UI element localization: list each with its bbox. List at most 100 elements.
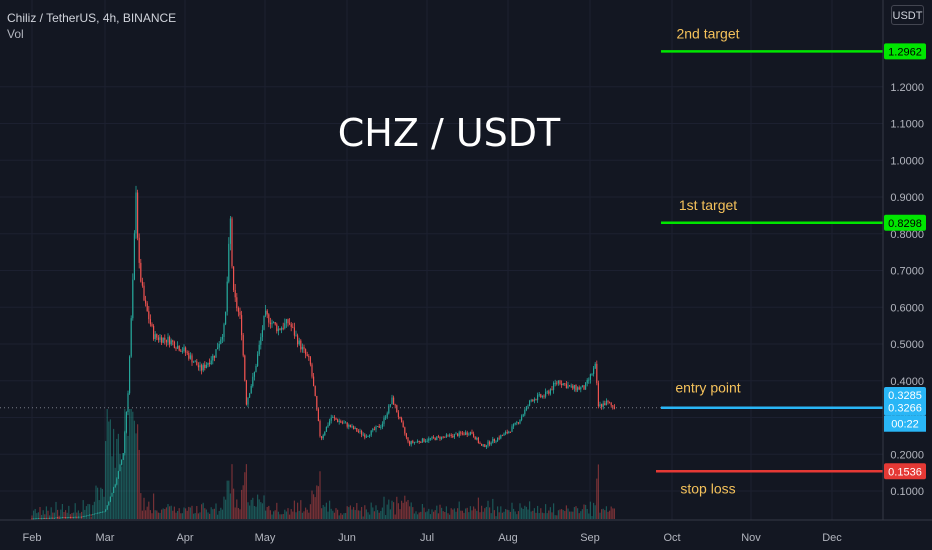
volume-bar xyxy=(551,512,553,519)
x-tick-label: Apr xyxy=(176,532,193,544)
candle-body xyxy=(380,426,382,428)
volume-bar xyxy=(287,508,289,519)
volume-bar xyxy=(305,507,307,519)
candle-body xyxy=(337,419,339,422)
candle-body xyxy=(410,441,412,445)
candle-body xyxy=(82,516,84,517)
volume-bar xyxy=(442,511,444,519)
volume-bar xyxy=(257,494,259,519)
volume-bar xyxy=(317,486,319,519)
level-label: 2nd target xyxy=(676,25,739,41)
volume-bar xyxy=(367,512,369,519)
candle-body xyxy=(181,351,183,352)
volume-bar xyxy=(63,512,65,519)
volume-bar xyxy=(596,478,598,519)
volume-bar xyxy=(129,409,131,519)
level-label: 1st target xyxy=(679,197,737,213)
volume-bar xyxy=(508,510,510,519)
currency-button[interactable]: USDT xyxy=(891,5,924,25)
candle-body xyxy=(372,428,374,431)
volume-bar xyxy=(245,464,247,519)
volume-bar xyxy=(594,505,596,519)
candle-body xyxy=(506,432,508,434)
candle-body xyxy=(114,484,116,488)
volume-bar xyxy=(564,511,566,519)
candle-body xyxy=(517,422,519,424)
candle-body xyxy=(124,432,126,454)
volume-bar xyxy=(122,453,124,519)
candle-body xyxy=(157,337,159,340)
volume-bar xyxy=(405,501,407,519)
candle-body xyxy=(125,411,127,433)
volume-bar xyxy=(383,496,385,519)
candle-body xyxy=(316,395,318,410)
volume-bar xyxy=(541,512,543,519)
candle-body xyxy=(133,233,135,280)
volume-bar xyxy=(410,502,412,519)
candle-body xyxy=(79,516,81,518)
volume-bar xyxy=(314,497,316,519)
volume-bar xyxy=(135,433,137,519)
candle-body xyxy=(541,395,543,398)
candle-body xyxy=(89,514,91,516)
volume-bar xyxy=(519,503,521,519)
candle-body xyxy=(369,435,371,437)
candlestick-series xyxy=(31,185,615,520)
volume-bar xyxy=(151,513,153,519)
volume-bar xyxy=(33,510,35,519)
candle-body xyxy=(135,192,137,234)
volume-bar xyxy=(509,511,511,519)
x-tick-label: Aug xyxy=(498,532,518,544)
candle-body xyxy=(545,391,547,397)
volume-bar xyxy=(348,507,350,519)
candle-body xyxy=(572,385,574,389)
candle-body xyxy=(69,517,71,518)
volume-bar xyxy=(47,510,49,519)
volume-bar xyxy=(597,464,599,519)
volume-bar xyxy=(612,508,614,519)
volume-bar xyxy=(316,485,318,519)
volume-bar xyxy=(239,509,241,519)
volume-bar xyxy=(36,513,38,519)
candle-body xyxy=(60,517,62,519)
volume-bar xyxy=(351,509,353,519)
candle-body xyxy=(261,329,263,338)
volume-bar xyxy=(69,514,71,519)
candle-body xyxy=(377,426,379,427)
candle-body xyxy=(577,387,579,391)
y-tick-label: 0.7000 xyxy=(890,266,924,278)
last-price-text: 0.3285 xyxy=(888,390,922,402)
candle-body xyxy=(540,394,542,398)
candle-body xyxy=(293,327,295,336)
candle-body xyxy=(364,434,366,438)
candle-body xyxy=(348,424,350,427)
volume-bar xyxy=(327,511,329,519)
volume-bar xyxy=(481,505,483,519)
candle-body xyxy=(258,344,260,355)
volume-bar xyxy=(61,503,63,519)
candle-body xyxy=(325,426,327,432)
volume-bar xyxy=(329,500,331,519)
candle-body xyxy=(63,517,65,519)
candle-body xyxy=(277,328,279,332)
candle-body xyxy=(546,391,548,393)
candle-body xyxy=(167,337,169,343)
candle-body xyxy=(306,354,308,357)
volume-bar xyxy=(31,515,33,519)
candle-body xyxy=(65,517,67,519)
candle-body xyxy=(361,431,363,435)
volume-bar xyxy=(332,510,334,519)
candle-body xyxy=(273,322,275,323)
volume-bar xyxy=(346,506,348,519)
volume-bar xyxy=(485,506,487,519)
candle-body xyxy=(525,406,527,410)
candle-body xyxy=(257,354,259,367)
candle-body xyxy=(132,279,134,319)
volume-bar xyxy=(500,506,502,519)
candle-body xyxy=(210,360,212,364)
volume-bar xyxy=(545,504,547,519)
volume-bar xyxy=(290,509,292,519)
candle-body xyxy=(437,436,439,438)
candle-body xyxy=(231,218,233,267)
